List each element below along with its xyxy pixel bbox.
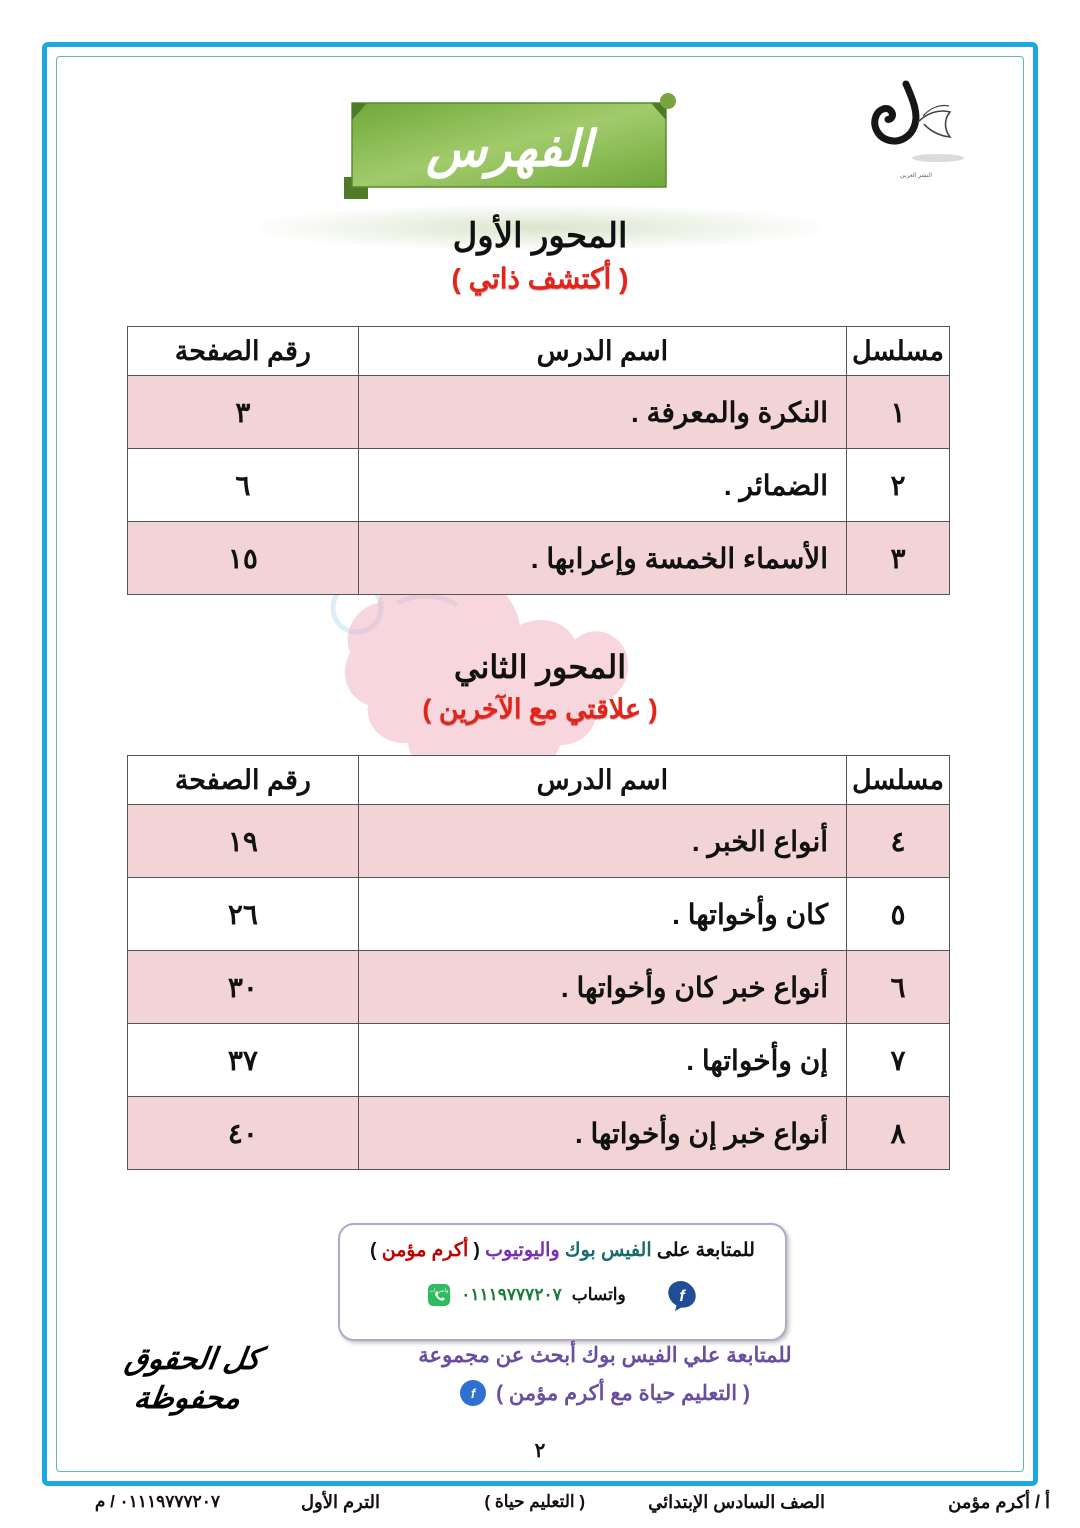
svg-text:الفهرس: الفهرس <box>425 121 598 179</box>
svg-text:واتس اب: واتس اب <box>430 1288 450 1294</box>
svg-text:النشر العربي: النشر العربي <box>900 172 932 179</box>
